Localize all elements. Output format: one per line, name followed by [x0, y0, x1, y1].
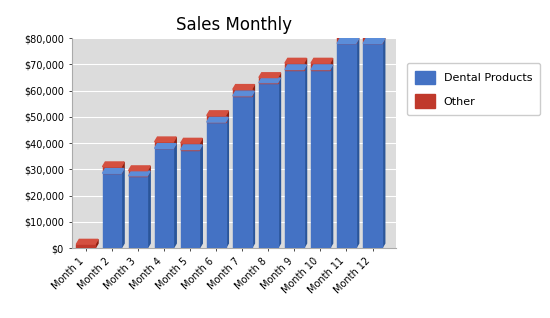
- Polygon shape: [363, 39, 385, 43]
- Bar: [155, 148, 173, 248]
- Bar: [181, 150, 200, 248]
- Bar: [233, 89, 251, 96]
- Bar: [285, 70, 304, 248]
- Polygon shape: [285, 59, 306, 63]
- Polygon shape: [233, 85, 255, 89]
- Polygon shape: [251, 91, 255, 248]
- Bar: [207, 122, 226, 248]
- Polygon shape: [207, 111, 228, 115]
- Bar: [129, 176, 147, 248]
- Polygon shape: [337, 39, 359, 43]
- Bar: [259, 78, 278, 83]
- Title: Sales Monthly: Sales Monthly: [176, 16, 292, 34]
- Polygon shape: [251, 85, 255, 96]
- Polygon shape: [200, 138, 202, 150]
- Polygon shape: [311, 59, 333, 63]
- Polygon shape: [337, 32, 359, 37]
- Polygon shape: [155, 144, 176, 148]
- Polygon shape: [356, 39, 359, 248]
- Legend: Dental Products, Other: Dental Products, Other: [407, 63, 540, 115]
- Polygon shape: [155, 137, 176, 142]
- Polygon shape: [304, 65, 306, 248]
- Polygon shape: [304, 59, 306, 70]
- Polygon shape: [382, 39, 385, 248]
- Polygon shape: [102, 162, 124, 167]
- Bar: [259, 83, 278, 248]
- Bar: [311, 70, 330, 248]
- Polygon shape: [278, 78, 280, 248]
- Polygon shape: [95, 239, 98, 248]
- Bar: [285, 63, 304, 70]
- Polygon shape: [278, 73, 280, 83]
- Bar: [207, 115, 226, 122]
- Polygon shape: [181, 138, 202, 143]
- Polygon shape: [311, 65, 333, 70]
- Polygon shape: [122, 169, 124, 248]
- Polygon shape: [259, 73, 281, 78]
- Polygon shape: [259, 78, 281, 83]
- Polygon shape: [147, 166, 150, 176]
- Bar: [129, 171, 147, 176]
- Polygon shape: [76, 239, 98, 244]
- Bar: [337, 43, 356, 248]
- Polygon shape: [363, 32, 385, 37]
- Polygon shape: [330, 59, 333, 70]
- Polygon shape: [200, 145, 202, 248]
- Bar: [363, 43, 382, 248]
- Polygon shape: [226, 117, 228, 248]
- Polygon shape: [382, 32, 385, 43]
- Bar: [102, 173, 122, 248]
- Polygon shape: [129, 171, 150, 176]
- Polygon shape: [285, 65, 306, 70]
- Polygon shape: [233, 91, 255, 96]
- Polygon shape: [122, 162, 124, 173]
- Polygon shape: [356, 32, 359, 43]
- Bar: [337, 37, 356, 43]
- Bar: [76, 244, 95, 248]
- Polygon shape: [207, 117, 228, 122]
- Polygon shape: [147, 171, 150, 248]
- Polygon shape: [330, 65, 333, 248]
- Polygon shape: [173, 144, 176, 248]
- Polygon shape: [129, 166, 150, 171]
- Bar: [363, 37, 382, 43]
- Polygon shape: [226, 111, 228, 122]
- Bar: [102, 167, 122, 173]
- Bar: [155, 142, 173, 148]
- Bar: [311, 63, 330, 70]
- Polygon shape: [102, 169, 124, 173]
- Polygon shape: [181, 145, 202, 150]
- Polygon shape: [173, 137, 176, 148]
- Bar: [181, 143, 200, 150]
- Bar: [233, 96, 251, 248]
